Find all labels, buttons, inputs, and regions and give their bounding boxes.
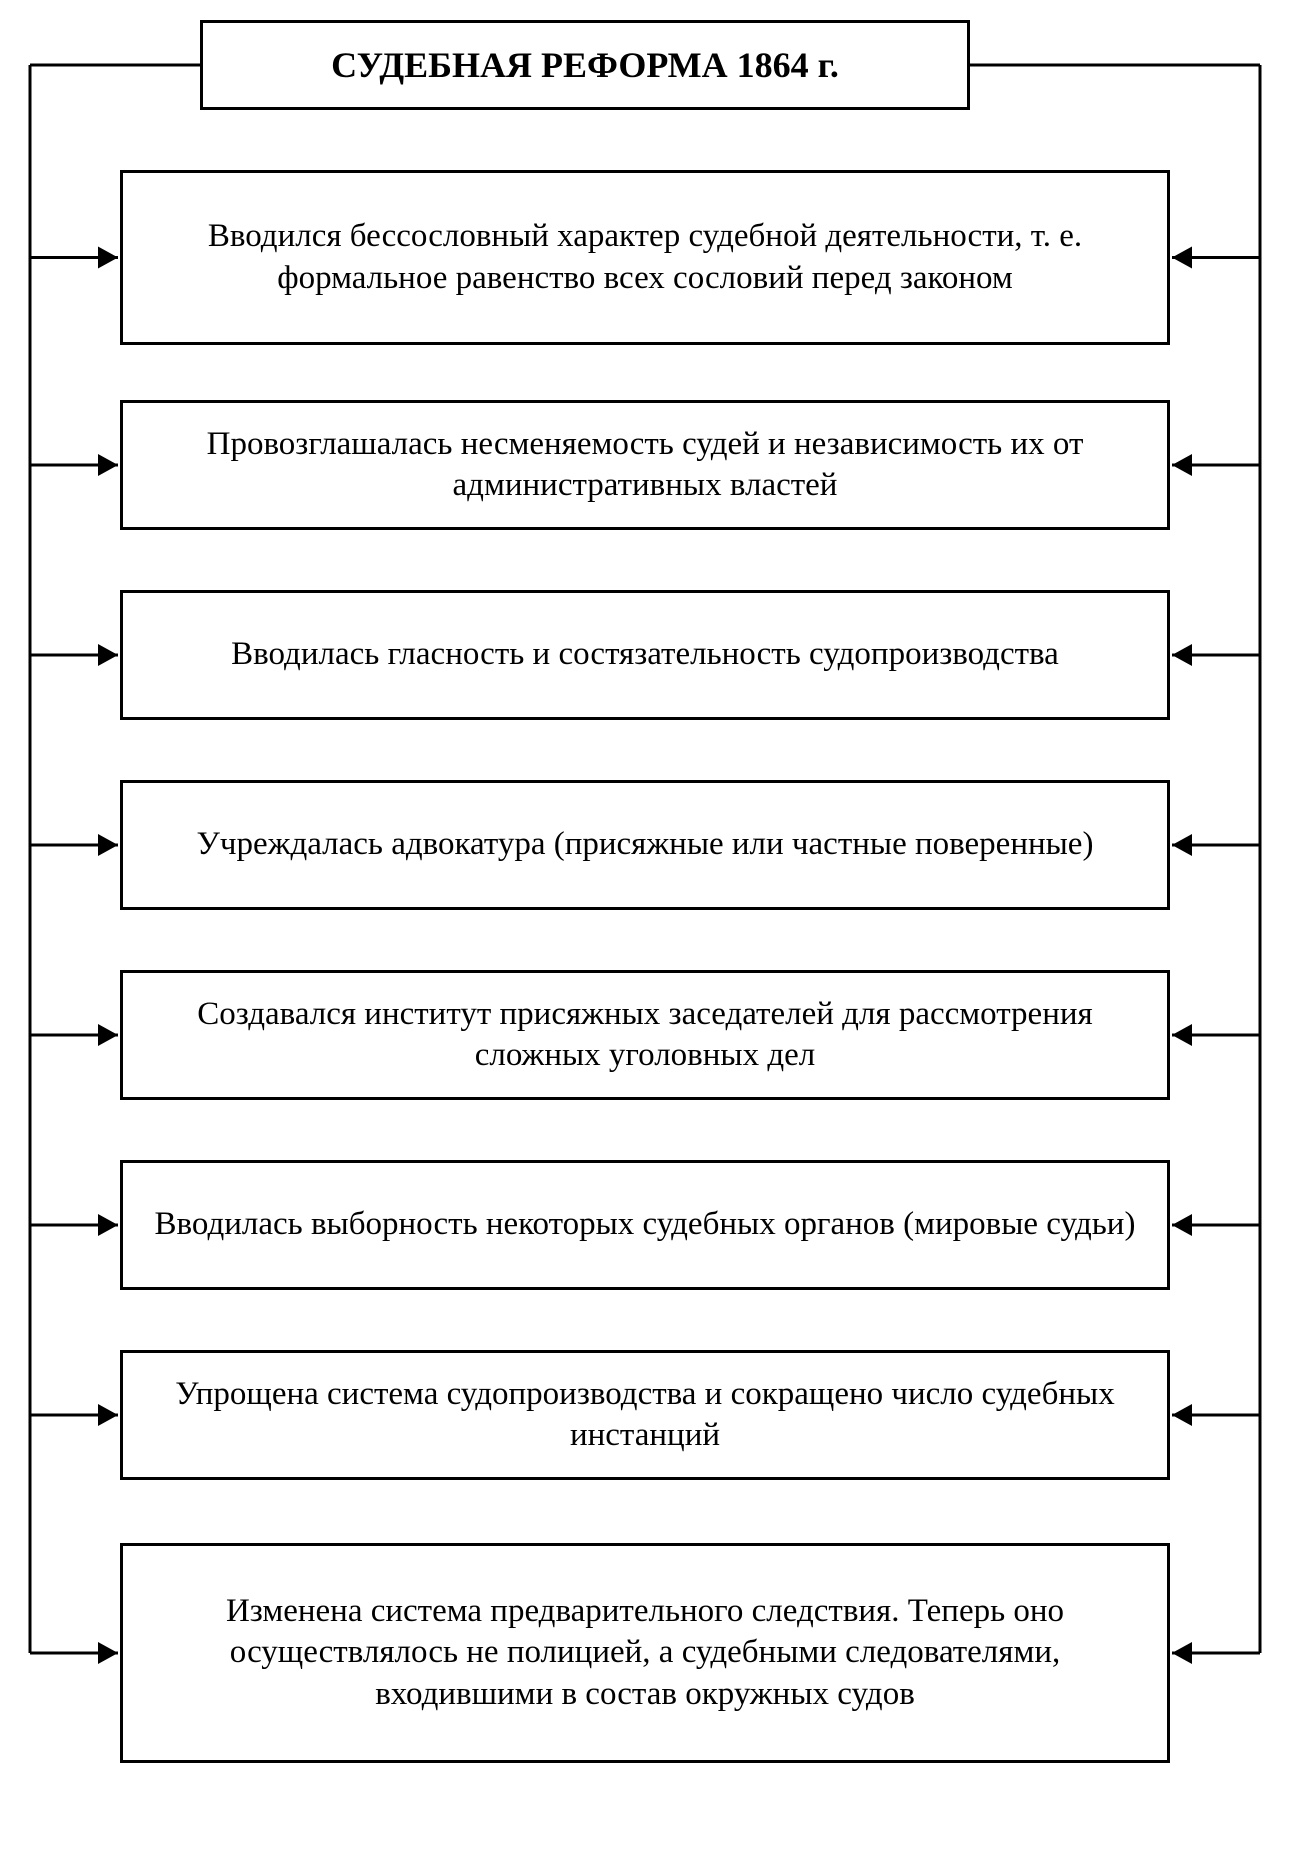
diagram-item-0-text: Вводился бессословный характер судебной … [153, 216, 1137, 299]
diagram-item-1-text: Провозглашалась несменяемость судей и не… [153, 424, 1137, 507]
diagram-title-text: СУДЕБНАЯ РЕФОРМА 1864 г. [331, 44, 839, 86]
diagram-item-6-text: Упрощена система судопроизводства и сокр… [153, 1374, 1137, 1457]
diagram-item-6: Упрощена система судопроизводства и сокр… [120, 1350, 1170, 1480]
diagram-item-3: Учреждалась адвокатура (присяжные или ча… [120, 780, 1170, 910]
diagram-item-0: Вводился бессословный характер судебной … [120, 170, 1170, 345]
diagram-item-2: Вводилась гласность и состязательность с… [120, 590, 1170, 720]
diagram-item-7-text: Изменена система предварительного следст… [153, 1591, 1137, 1715]
diagram-item-5-text: Вводилась выборность некоторых судебных … [155, 1204, 1136, 1245]
diagram-item-2-text: Вводилась гласность и состязательность с… [231, 634, 1059, 675]
diagram-title-box: СУДЕБНАЯ РЕФОРМА 1864 г. [200, 20, 970, 110]
diagram-item-3-text: Учреждалась адвокатура (присяжные или ча… [197, 824, 1094, 865]
diagram-canvas: СУДЕБНАЯ РЕФОРМА 1864 г. Вводился бессос… [0, 0, 1299, 1862]
diagram-item-4: Создавался институт присяжных заседателе… [120, 970, 1170, 1100]
diagram-item-1: Провозглашалась несменяемость судей и не… [120, 400, 1170, 530]
diagram-item-7: Изменена система предварительного следст… [120, 1543, 1170, 1763]
diagram-item-5: Вводилась выборность некоторых судебных … [120, 1160, 1170, 1290]
diagram-item-4-text: Создавался институт присяжных заседателе… [153, 994, 1137, 1077]
